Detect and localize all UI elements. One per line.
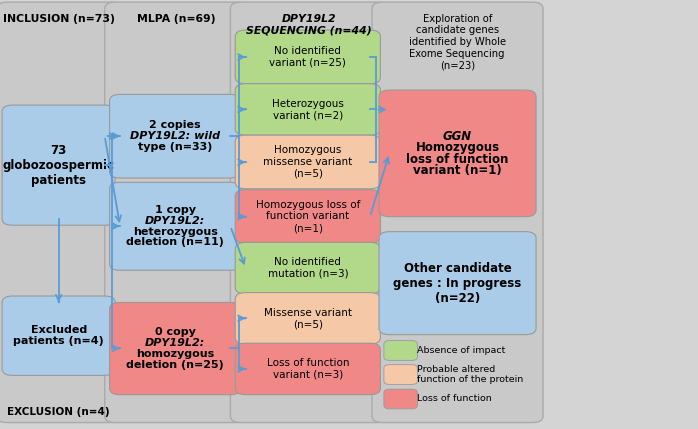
Text: 2 copies: 2 copies [149,121,201,130]
FancyBboxPatch shape [235,343,380,395]
FancyBboxPatch shape [379,232,536,335]
Text: GGN: GGN [443,130,472,143]
FancyBboxPatch shape [235,242,380,294]
Text: 1 copy: 1 copy [155,205,195,215]
Text: DPY19L2:: DPY19L2: [145,338,205,348]
Text: Homozygous
missense variant
(n=5): Homozygous missense variant (n=5) [263,145,352,178]
Text: Probable altered
function of the protein: Probable altered function of the protein [417,365,523,384]
Text: 73
globozoospermic
patients: 73 globozoospermic patients [3,144,114,187]
Text: MLPA (n=69): MLPA (n=69) [137,14,215,24]
Text: homozygous: homozygous [136,349,214,359]
Text: No identified
mutation (n=3): No identified mutation (n=3) [267,257,348,279]
Text: Other candidate
genes : In progress
(n=22): Other candidate genes : In progress (n=2… [394,262,521,305]
Text: INCLUSION (n=73): INCLUSION (n=73) [3,14,114,24]
Text: Exploration of
candidate genes
identified by Whole
Exome Sequencing
(n=23): Exploration of candidate genes identifie… [408,14,506,70]
Text: Heterozygous
variant (n=2): Heterozygous variant (n=2) [272,99,343,120]
FancyBboxPatch shape [110,182,241,270]
Text: No identified
variant (n=25): No identified variant (n=25) [269,46,346,68]
Text: variant (n=1): variant (n=1) [413,164,502,177]
FancyBboxPatch shape [384,389,417,409]
FancyBboxPatch shape [379,90,536,217]
Text: Absence of impact: Absence of impact [417,346,505,355]
FancyBboxPatch shape [235,190,380,243]
FancyBboxPatch shape [235,293,380,344]
FancyBboxPatch shape [384,365,417,384]
FancyBboxPatch shape [384,341,417,360]
Text: type (n=33): type (n=33) [138,142,212,152]
Text: DPY19L2: wild: DPY19L2: wild [130,131,221,141]
Text: heterozygous: heterozygous [133,227,218,237]
FancyBboxPatch shape [110,94,241,178]
Text: DPY19L2:: DPY19L2: [145,216,205,226]
Text: loss of function: loss of function [406,153,509,166]
Text: Loss of function
variant (n=3): Loss of function variant (n=3) [267,358,349,380]
Text: Loss of function: Loss of function [417,395,491,403]
FancyBboxPatch shape [230,2,387,423]
FancyBboxPatch shape [105,2,246,423]
FancyBboxPatch shape [235,30,380,84]
Text: deletion (n=11): deletion (n=11) [126,238,224,248]
Text: Homozygous: Homozygous [415,141,500,154]
Text: Homozygous loss of
function variant
(n=1): Homozygous loss of function variant (n=1… [255,200,360,233]
Text: DPY19L2
SEQUENCING (n=44): DPY19L2 SEQUENCING (n=44) [246,14,372,35]
FancyBboxPatch shape [2,105,115,225]
Text: deletion (n=25): deletion (n=25) [126,360,224,370]
FancyBboxPatch shape [110,302,241,395]
FancyBboxPatch shape [0,2,121,423]
FancyBboxPatch shape [235,84,380,135]
FancyBboxPatch shape [235,135,380,189]
FancyBboxPatch shape [2,296,115,375]
Text: 0 copy: 0 copy [155,327,195,337]
FancyBboxPatch shape [372,2,543,423]
Text: EXCLUSION (n=4): EXCLUSION (n=4) [7,407,110,417]
Text: Missense variant
(n=5): Missense variant (n=5) [264,308,352,329]
Text: Excluded
patients (n=4): Excluded patients (n=4) [13,325,104,347]
